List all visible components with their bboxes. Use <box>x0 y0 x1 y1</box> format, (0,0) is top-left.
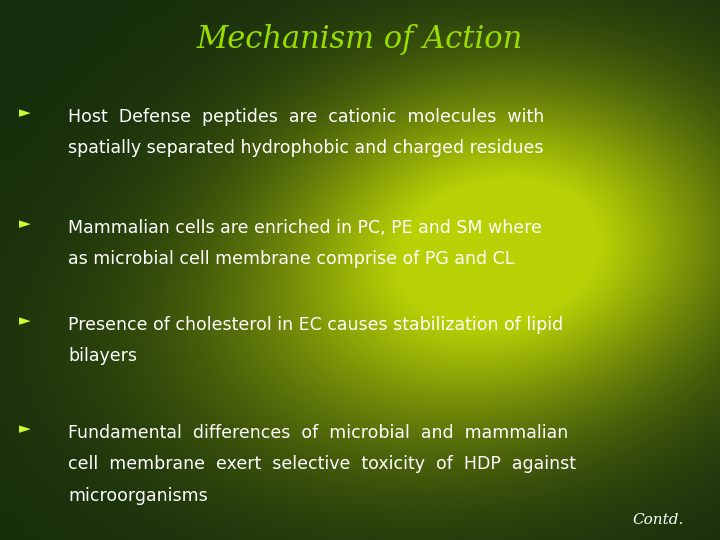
Text: as microbial cell membrane comprise of PG and CL: as microbial cell membrane comprise of P… <box>68 250 515 268</box>
Text: Mammalian cells are enriched in PC, PE and SM where: Mammalian cells are enriched in PC, PE a… <box>68 219 542 237</box>
Text: Host  Defense  peptides  are  cationic  molecules  with: Host Defense peptides are cationic molec… <box>68 108 544 126</box>
Text: ►: ► <box>19 421 31 436</box>
Text: spatially separated hydrophobic and charged residues: spatially separated hydrophobic and char… <box>68 139 544 157</box>
Text: Fundamental  differences  of  microbial  and  mammalian: Fundamental differences of microbial and… <box>68 424 569 442</box>
Text: microorganisms: microorganisms <box>68 487 208 504</box>
Text: Mechanism of Action: Mechanism of Action <box>197 24 523 55</box>
Text: ►: ► <box>19 313 31 328</box>
Text: cell  membrane  exert  selective  toxicity  of  HDP  against: cell membrane exert selective toxicity o… <box>68 455 577 473</box>
Text: ►: ► <box>19 216 31 231</box>
Text: ►: ► <box>19 105 31 120</box>
Text: bilayers: bilayers <box>68 347 138 365</box>
Text: Presence of cholesterol in EC causes stabilization of lipid: Presence of cholesterol in EC causes sta… <box>68 316 564 334</box>
Text: Contd.: Contd. <box>633 512 684 526</box>
